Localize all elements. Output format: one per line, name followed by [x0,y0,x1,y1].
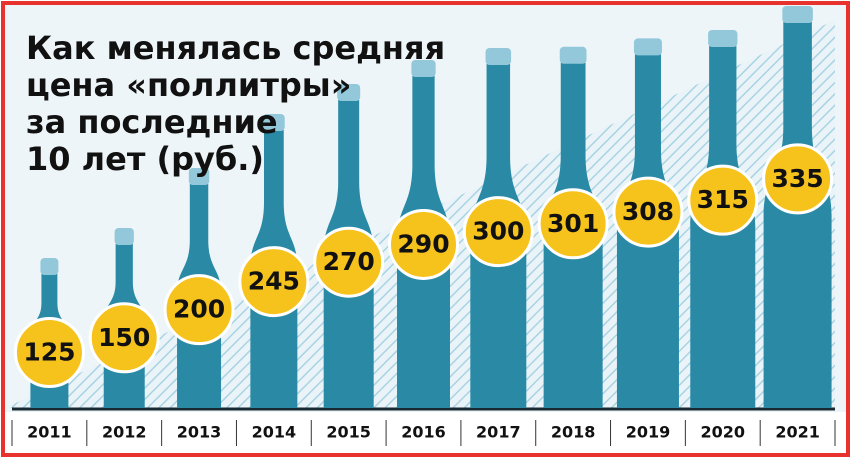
bottle-cap [40,258,59,275]
label-badge [238,246,310,318]
title-line: Как менялась средняя [26,29,446,67]
label-badge [388,208,459,280]
value-label: 125 [23,338,75,367]
title-line: за последние [26,103,278,141]
bottle-cap [337,84,361,101]
value-label: 300 [472,217,524,246]
title-line: 10 лет (руб.) [26,140,265,178]
value-label: 315 [697,185,749,214]
value-label: 245 [248,267,300,296]
x-tick-label: 2015 [326,423,371,442]
label-badge [687,164,759,236]
x-tick-label: 2019 [626,423,671,442]
value-label: 270 [323,247,375,276]
label-badge [13,317,85,388]
label-badge [163,274,235,346]
bottle [763,22,832,408]
bottle-cap [782,6,813,23]
chart-title: Как менялась средняя цена «поллитры» за по… [26,30,445,178]
bottle-cap [188,168,210,185]
value-label: 301 [547,209,599,238]
value-label: 308 [622,197,674,226]
x-tick-label: 2013 [177,423,222,442]
value-label: 200 [173,295,225,324]
bottle-cap [485,48,512,65]
bottle-cap [633,38,662,56]
x-tick-label: 2020 [701,423,746,442]
label-badge [612,176,684,248]
bottle-cap [411,60,436,77]
x-tick-label: 2021 [775,423,820,442]
label-badge [313,226,385,298]
label-badge [462,196,534,268]
title-line: цена «поллитры» [26,66,352,104]
x-tick-label: 2016 [401,423,446,442]
label-badge [537,188,609,260]
x-tick-label: 2012 [102,423,147,442]
label-badge [762,143,834,215]
value-label: 290 [397,229,449,258]
x-tick-label: 2011 [27,423,72,442]
value-label: 150 [98,323,150,352]
x-tick-label: 2018 [551,423,596,442]
bottle-cap [262,114,285,131]
bottle-cap [114,228,134,245]
x-tick-label: 2014 [252,423,297,442]
bottle-cap [559,46,587,64]
value-label: 335 [771,164,823,193]
x-tick-label: 2017 [476,423,521,442]
axis-band [5,412,846,453]
bottle-cap [708,30,738,47]
label-badge [88,302,160,374]
